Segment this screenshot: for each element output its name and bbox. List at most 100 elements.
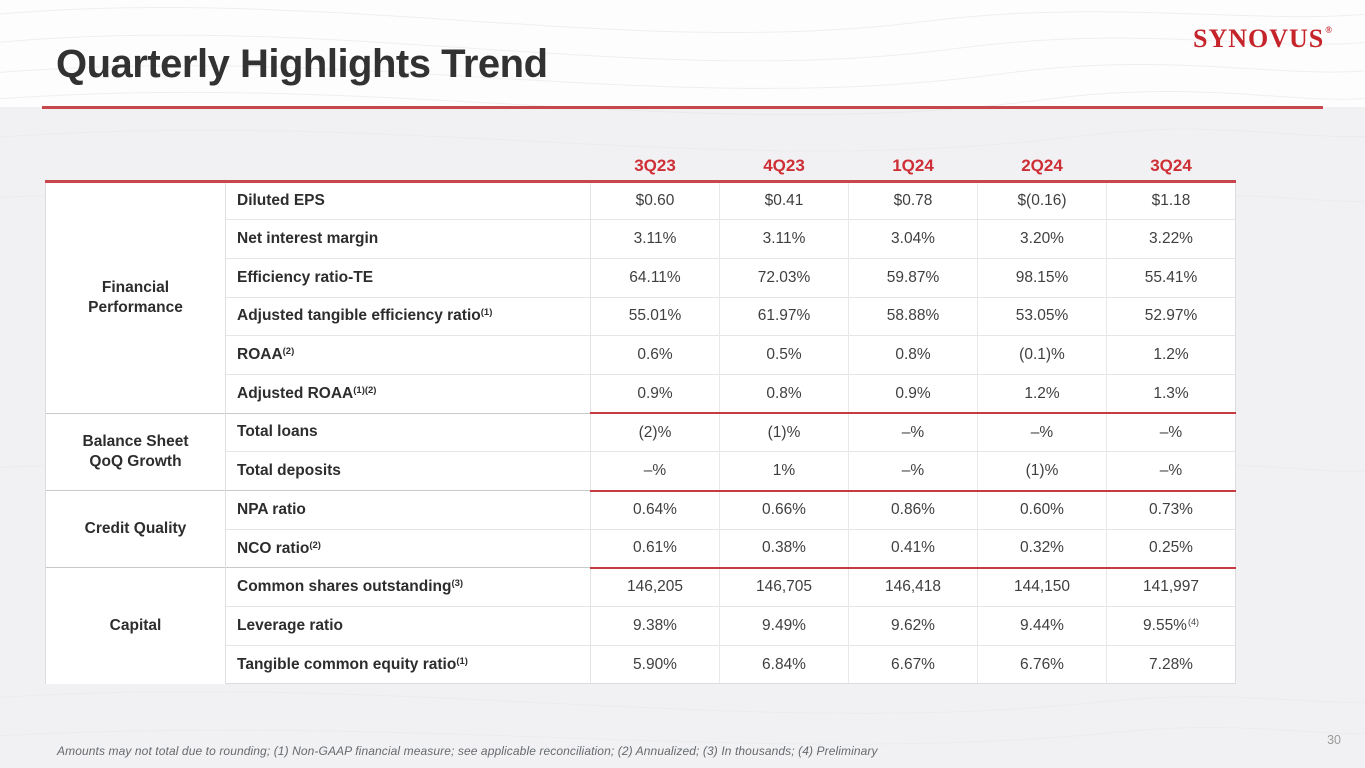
value-cell: 1.3% — [1106, 373, 1236, 414]
value-cell: 0.9% — [590, 373, 720, 414]
synovus-logo-text: SYNOVUS — [1193, 24, 1325, 53]
value-cell: $(0.16) — [977, 181, 1107, 220]
value-cell: (1)% — [977, 451, 1107, 491]
table-row: Adjusted ROAA(1)(2) 0.9% 0.8% 0.9% 1.2% … — [46, 373, 1236, 414]
table-row: Efficiency ratio-TE 64.11% 72.03% 59.87%… — [46, 257, 1236, 298]
metric-label-cell: Tangible common equity ratio(1) — [225, 644, 591, 685]
metric-label-cell: Total loans — [225, 412, 591, 452]
value-cell: 7.28% — [1106, 644, 1236, 685]
value-cell: 3.20% — [977, 219, 1107, 259]
value-cell: 1% — [719, 451, 849, 491]
value-cell: 144,150 — [977, 566, 1107, 607]
value-cell: 5.90% — [590, 644, 720, 685]
value-cell: –% — [1106, 412, 1236, 452]
group-cell-capital: Capital — [45, 567, 226, 684]
value-cell: 3.11% — [719, 219, 849, 259]
value-cell: 0.6% — [590, 335, 720, 375]
value-cell: –% — [1106, 451, 1236, 491]
metric-label-cell: Total deposits — [225, 451, 591, 491]
footnote: Amounts may not total due to rounding; (… — [57, 744, 878, 758]
value-cell: (1)% — [719, 412, 849, 452]
value-cell: 59.87% — [848, 257, 978, 298]
value-cell: 0.32% — [977, 528, 1107, 568]
value-cell: 0.8% — [719, 373, 849, 414]
value-cell: 0.9% — [848, 373, 978, 414]
group-cell-credit-quality: Credit Quality — [45, 489, 226, 568]
metric-label-cell: ROAA(2) — [225, 335, 591, 375]
header-spacer-group — [45, 155, 226, 183]
value-cell: 55.41% — [1106, 257, 1236, 298]
value-cell: 55.01% — [590, 296, 720, 336]
table-row: Credit Quality NPA ratio 0.64% 0.66% 0.8… — [45, 489, 1236, 568]
value-cell: 64.11% — [590, 257, 720, 298]
metric-label-cell: Diluted EPS — [225, 181, 591, 220]
value-cell: 9.38% — [590, 606, 720, 646]
quarterly-highlights-table: 3Q23 4Q23 1Q24 2Q24 3Q24 Financial Perfo… — [45, 155, 1236, 685]
value-cell: (0.1)% — [977, 335, 1107, 375]
title-underline-rule — [42, 106, 1323, 109]
table-row: Net interest margin 3.11% 3.11% 3.04% 3.… — [46, 219, 1236, 259]
value-cell: (2)% — [590, 412, 720, 452]
value-cell: 9.62% — [848, 606, 978, 646]
value-cell: –% — [848, 412, 978, 452]
value-cell: 9.44% — [977, 606, 1107, 646]
value-cell: 0.73% — [1106, 489, 1236, 530]
value-cell: 9.49% — [719, 606, 849, 646]
value-cell: 146,205 — [590, 566, 720, 607]
group-cell-balance-sheet-qoq-growth: Balance Sheet QoQ Growth — [45, 412, 226, 491]
quarter-header-row: 3Q23 4Q23 1Q24 2Q24 3Q24 — [45, 155, 1236, 183]
value-cell: 0.66% — [719, 489, 849, 530]
value-cell: $0.60 — [590, 181, 720, 220]
value-cell: 52.97% — [1106, 296, 1236, 336]
table-row: Financial Performance Diluted EPS $0.60 … — [45, 181, 1236, 414]
page-number: 30 — [1327, 733, 1341, 747]
value-cell: 3.11% — [590, 219, 720, 259]
quarter-header-2q24: 2Q24 — [977, 155, 1107, 183]
group-cell-financial-performance: Financial Performance — [45, 181, 226, 414]
metric-label-cell: NCO ratio(2) — [225, 528, 591, 568]
value-cell: 0.86% — [848, 489, 978, 530]
value-cell: 98.15% — [977, 257, 1107, 298]
metric-label-cell: Adjusted tangible efficiency ratio(1) — [225, 296, 591, 336]
metric-label-cell: Leverage ratio — [225, 606, 591, 646]
table-row: Tangible common equity ratio(1) 5.90% 6.… — [46, 644, 1236, 685]
synovus-logo: SYNOVUS® — [1193, 24, 1332, 54]
table-row: Total deposits –% 1% –% (1)% –% — [46, 451, 1236, 491]
page-title: Quarterly Highlights Trend — [56, 42, 548, 86]
value-cell: 0.38% — [719, 528, 849, 568]
value-cell: 0.64% — [590, 489, 720, 530]
metric-label-cell: Adjusted ROAA(1)(2) — [225, 373, 591, 414]
registered-trademark-icon: ® — [1325, 25, 1333, 35]
value-cell: $0.41 — [719, 181, 849, 220]
quarterly-highlights-table-wrap: 3Q23 4Q23 1Q24 2Q24 3Q24 Financial Perfo… — [45, 155, 1236, 685]
value-cell: 1.2% — [1106, 335, 1236, 375]
value-cell: 3.22% — [1106, 219, 1236, 259]
table-row: NCO ratio(2) 0.61% 0.38% 0.41% 0.32% 0.2… — [46, 528, 1236, 568]
metric-label-cell: NPA ratio — [225, 490, 591, 530]
value-cell: –% — [590, 451, 720, 491]
value-cell: 0.60% — [977, 489, 1107, 530]
table-row: Adjusted tangible efficiency ratio(1) 55… — [46, 296, 1236, 336]
quarter-header-4q23: 4Q23 — [719, 155, 849, 183]
value-cell: 72.03% — [719, 257, 849, 298]
value-cell: 61.97% — [719, 296, 849, 336]
quarter-header-3q24: 3Q24 — [1106, 155, 1236, 183]
value-cell: 0.41% — [848, 528, 978, 568]
metric-label-cell: Net interest margin — [225, 219, 591, 259]
value-cell: 146,418 — [848, 566, 978, 607]
value-cell: –% — [977, 412, 1107, 452]
value-cell: –% — [848, 451, 978, 491]
value-cell: 146,705 — [719, 566, 849, 607]
value-cell: 0.8% — [848, 335, 978, 375]
metric-label-cell: Efficiency ratio-TE — [225, 257, 591, 298]
value-cell: 58.88% — [848, 296, 978, 336]
quarter-header-1q24: 1Q24 — [848, 155, 978, 183]
value-cell: $1.18 — [1106, 181, 1236, 220]
metric-label-cell: Common shares outstanding(3) — [225, 567, 591, 607]
value-cell: 3.04% — [848, 219, 978, 259]
quarter-header-3q23: 3Q23 — [590, 155, 720, 183]
table-row: ROAA(2) 0.6% 0.5% 0.8% (0.1)% 1.2% — [46, 335, 1236, 375]
table-row: Balance Sheet QoQ Growth Total loans (2)… — [45, 412, 1236, 491]
header-spacer-label — [225, 155, 591, 183]
value-cell: 141,997 — [1106, 566, 1236, 607]
